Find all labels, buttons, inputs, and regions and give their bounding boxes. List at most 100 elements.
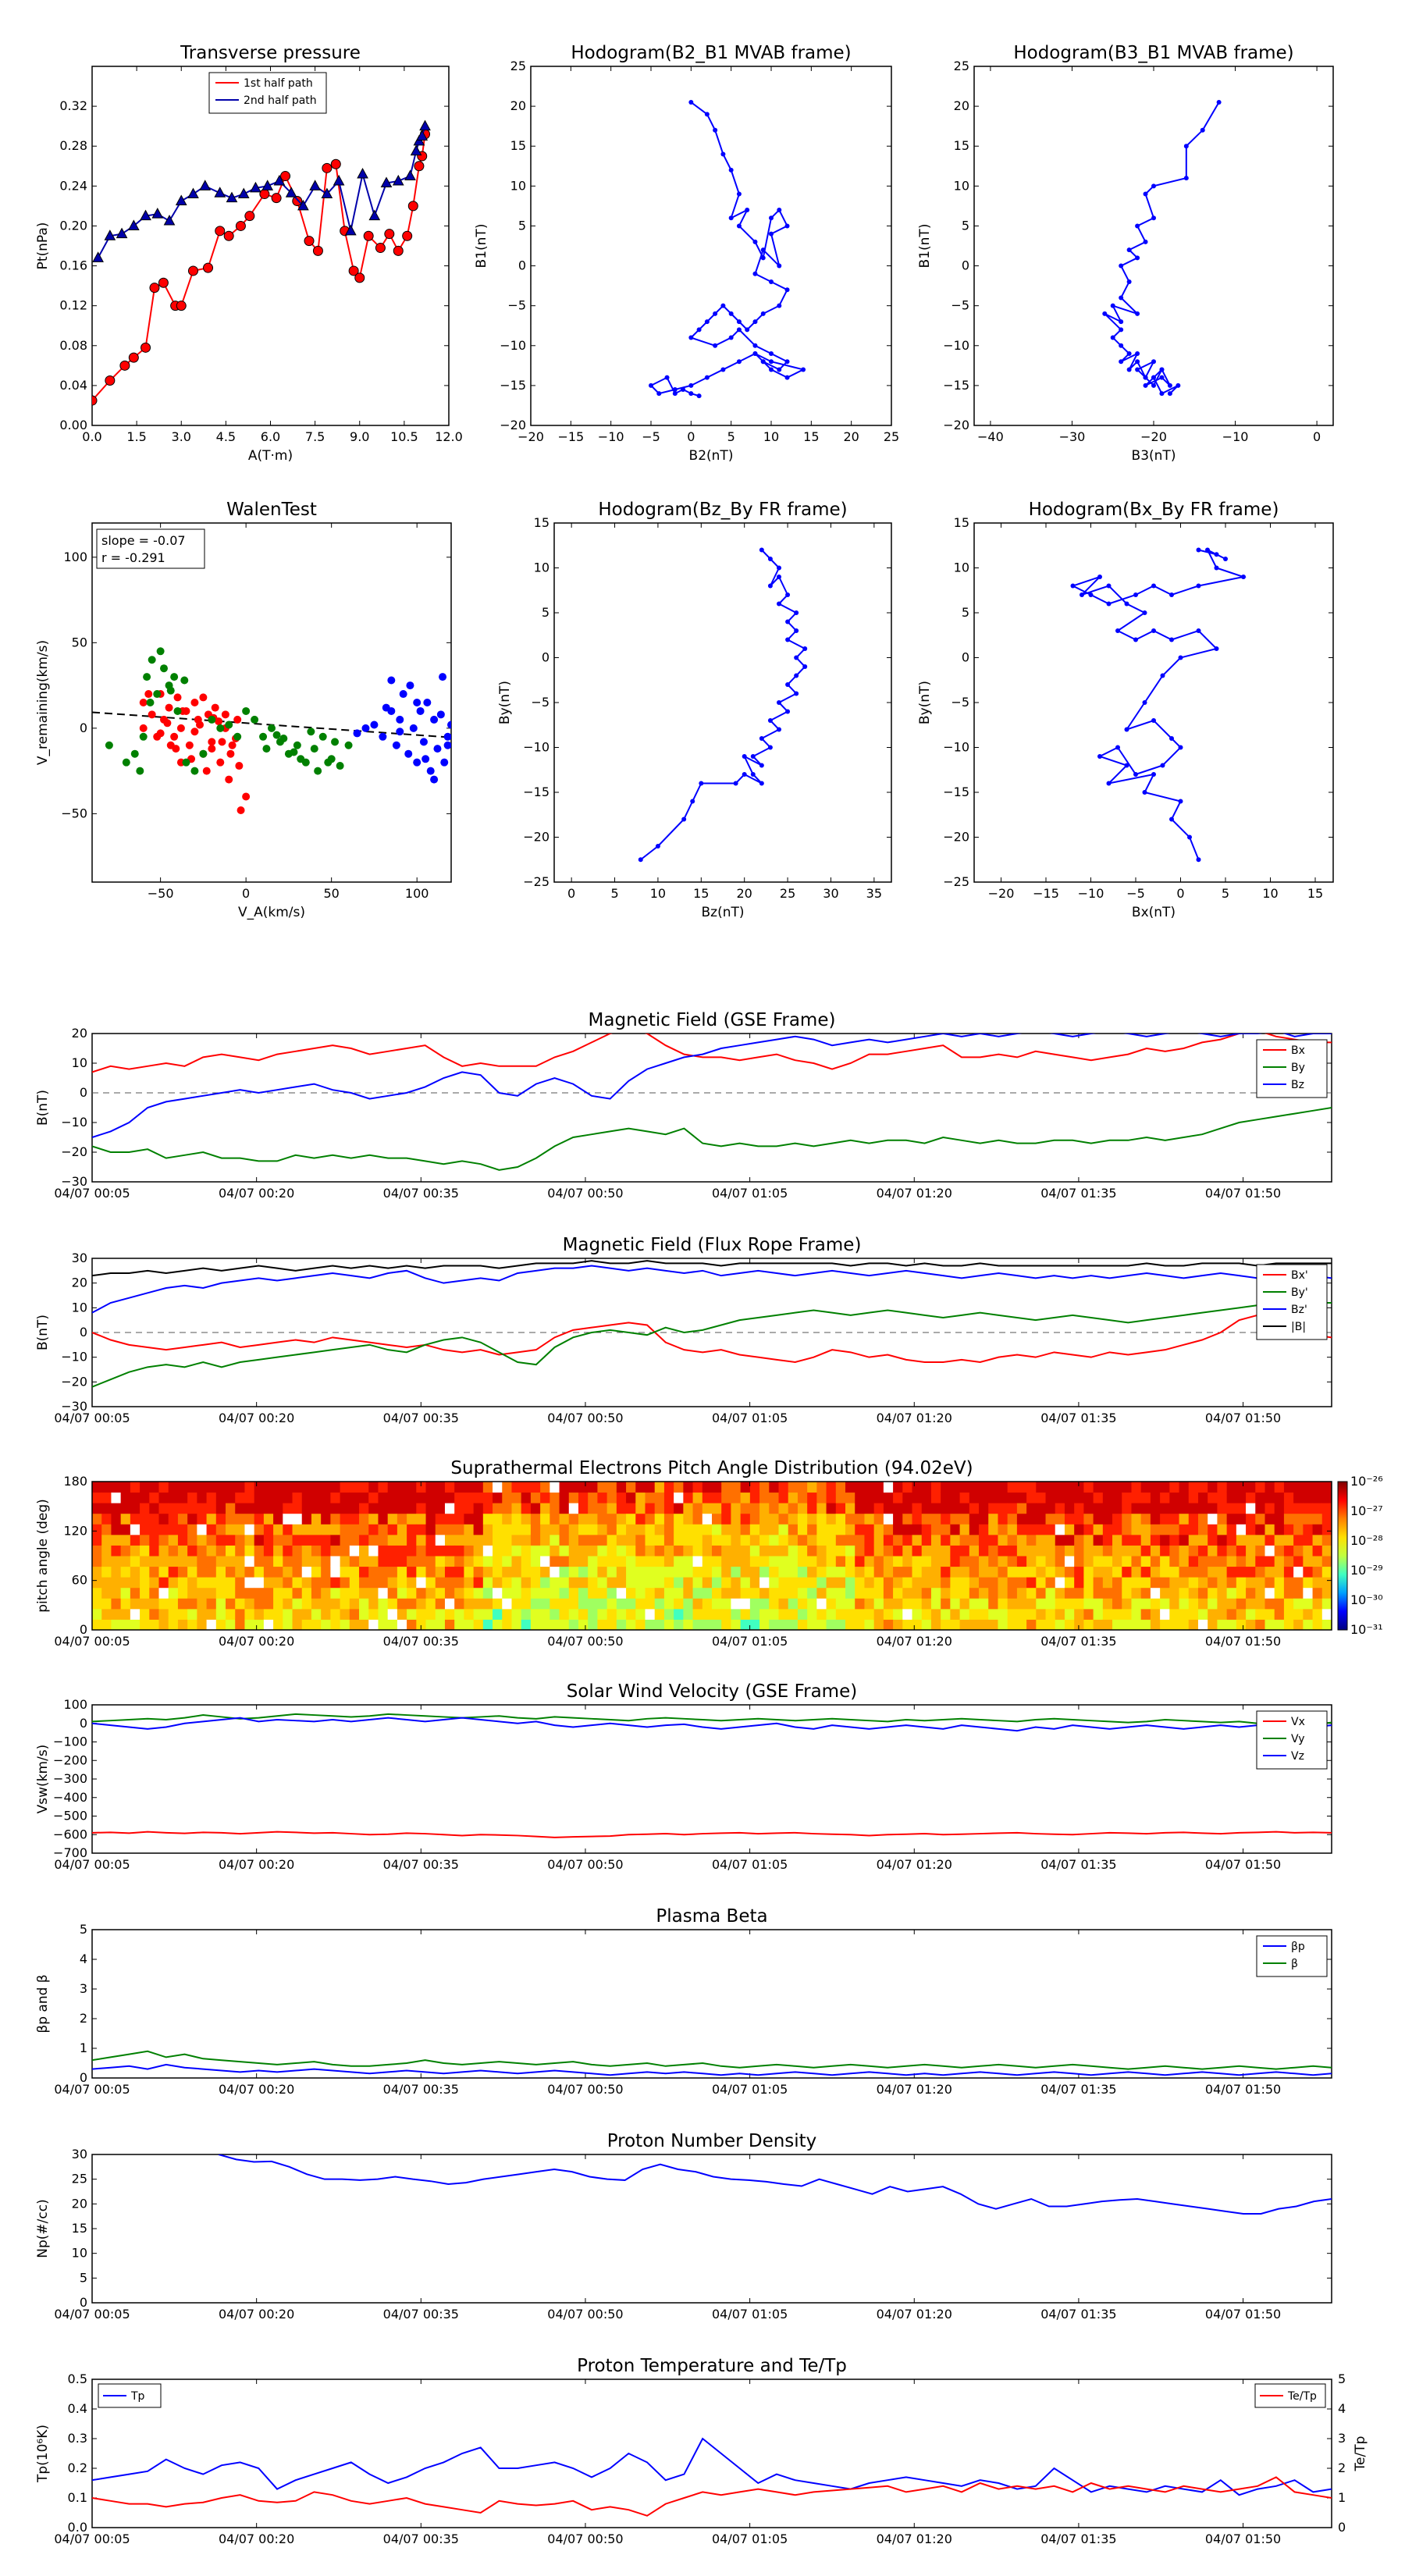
heatmap-cell [482, 1482, 493, 1493]
data-point [785, 637, 791, 642]
heatmap-cell [998, 1619, 1008, 1631]
data-point [769, 359, 774, 365]
heatmap-cell [340, 1503, 350, 1514]
heatmap-cell [349, 1545, 360, 1557]
x-tick-label: −5 [642, 429, 660, 444]
annotation-box [96, 528, 205, 569]
x-tick-label: 15 [1307, 886, 1323, 901]
data-point [251, 715, 259, 724]
x-tick-label: 04/07 01:05 [712, 2082, 788, 2097]
x-tick-label: −40 [977, 429, 1004, 444]
heatmap-cell [816, 1587, 827, 1599]
heatmap-cell [1303, 1513, 1314, 1525]
data-point [375, 243, 386, 254]
heatmap-cell [778, 1503, 789, 1514]
heatmap-cell [1064, 1513, 1075, 1525]
heatmap-cell [416, 1513, 427, 1525]
heatmap-cell [1150, 1492, 1161, 1503]
data-point [149, 283, 160, 294]
heatmap-cell [215, 1545, 226, 1557]
heatmap-cell [941, 1534, 951, 1546]
heatmap-cell [674, 1577, 684, 1589]
heatmap-cell [1169, 1587, 1180, 1599]
heatmap-cell [797, 1608, 808, 1620]
series-line-Tp [92, 2437, 1332, 2496]
heatmap-cell [511, 1598, 522, 1610]
heatmap-cell [855, 1503, 865, 1514]
heatmap-cell [387, 1482, 398, 1493]
heatmap-cell [1303, 1482, 1314, 1493]
x-axis-label: A(T·m) [248, 448, 293, 464]
heatmap-cell [158, 1482, 169, 1493]
heatmap-cell [1140, 1482, 1151, 1493]
heatmap-cell [578, 1556, 589, 1567]
heatmap-cell [206, 1545, 217, 1557]
heatmap-cell [988, 1524, 998, 1535]
data-point [139, 699, 148, 706]
data-point [802, 646, 808, 651]
data-point [1126, 351, 1132, 356]
heatmap-cell [683, 1545, 694, 1557]
heatmap-cell [454, 1534, 464, 1546]
heatmap-cell [912, 1566, 923, 1578]
heatmap-cell [1150, 1598, 1161, 1610]
heatmap-cell [1293, 1503, 1304, 1514]
heatmap-cell [550, 1513, 560, 1525]
heatmap-cell [187, 1577, 197, 1589]
y-tick-label: 25 [72, 2172, 87, 2186]
heatmap-cell [893, 1556, 903, 1567]
data-point [413, 758, 422, 767]
heatmap-cell [1122, 1587, 1132, 1599]
y-tick-label: −15 [943, 378, 969, 393]
heatmap-cell [397, 1524, 407, 1535]
heatmap-cell [177, 1556, 188, 1567]
right-tick-label: 2 [1338, 2460, 1346, 2475]
heatmap-cell [397, 1587, 407, 1599]
heatmap-cell [816, 1482, 827, 1493]
right-tick-label: 0 [1338, 2520, 1346, 2535]
data-point [215, 226, 226, 237]
heatmap-cell [1217, 1482, 1228, 1493]
heatmap-cell [311, 1556, 322, 1567]
y-tick-label: −20 [500, 418, 526, 432]
heatmap-cell [959, 1534, 970, 1546]
heatmap-cell [797, 1534, 808, 1546]
heatmap-cell [845, 1524, 855, 1535]
data-point [1143, 382, 1148, 388]
heatmap-cell [1264, 1587, 1275, 1599]
x-tick-label: 25 [780, 886, 795, 901]
heatmap-cell [273, 1503, 283, 1514]
legend-label: Vz [1291, 1750, 1304, 1763]
y-tick-label: 0 [518, 258, 526, 273]
x-tick-label: −20 [988, 886, 1015, 901]
heatmap-cell [226, 1598, 236, 1610]
heatmap-cell [359, 1503, 369, 1514]
heatmap-cell [92, 1598, 102, 1610]
heatmap-cell [263, 1492, 274, 1503]
x-tick-label: 04/07 01:35 [1040, 2532, 1116, 2546]
heatmap-cell [873, 1524, 884, 1535]
heatmap-cell [855, 1513, 865, 1525]
heatmap-cell [1188, 1524, 1199, 1535]
heatmap-cell [1007, 1587, 1018, 1599]
y-tick-label: 25 [510, 59, 526, 73]
heatmap-cell [1112, 1598, 1122, 1610]
plot-area [218, 2154, 1332, 2215]
heatmap-cell [206, 1598, 217, 1610]
heatmap-cell [521, 1503, 532, 1514]
heatmap-cell [387, 1492, 398, 1503]
heatmap-cell [1150, 1482, 1161, 1493]
heatmap-cell [941, 1608, 951, 1620]
heatmap-cell [359, 1513, 369, 1525]
data-point [410, 144, 422, 156]
heatmap-cell [130, 1503, 140, 1514]
data-point [690, 799, 695, 804]
heatmap-cell [835, 1619, 846, 1631]
heatmap-cell [1131, 1577, 1142, 1589]
y-tick-label: 20 [72, 1276, 87, 1290]
heatmap-cell [635, 1598, 646, 1610]
heatmap-cell [1160, 1524, 1170, 1535]
heatmap-cell [702, 1598, 713, 1610]
heatmap-cell [1064, 1482, 1075, 1493]
heatmap-cell [1074, 1513, 1084, 1525]
